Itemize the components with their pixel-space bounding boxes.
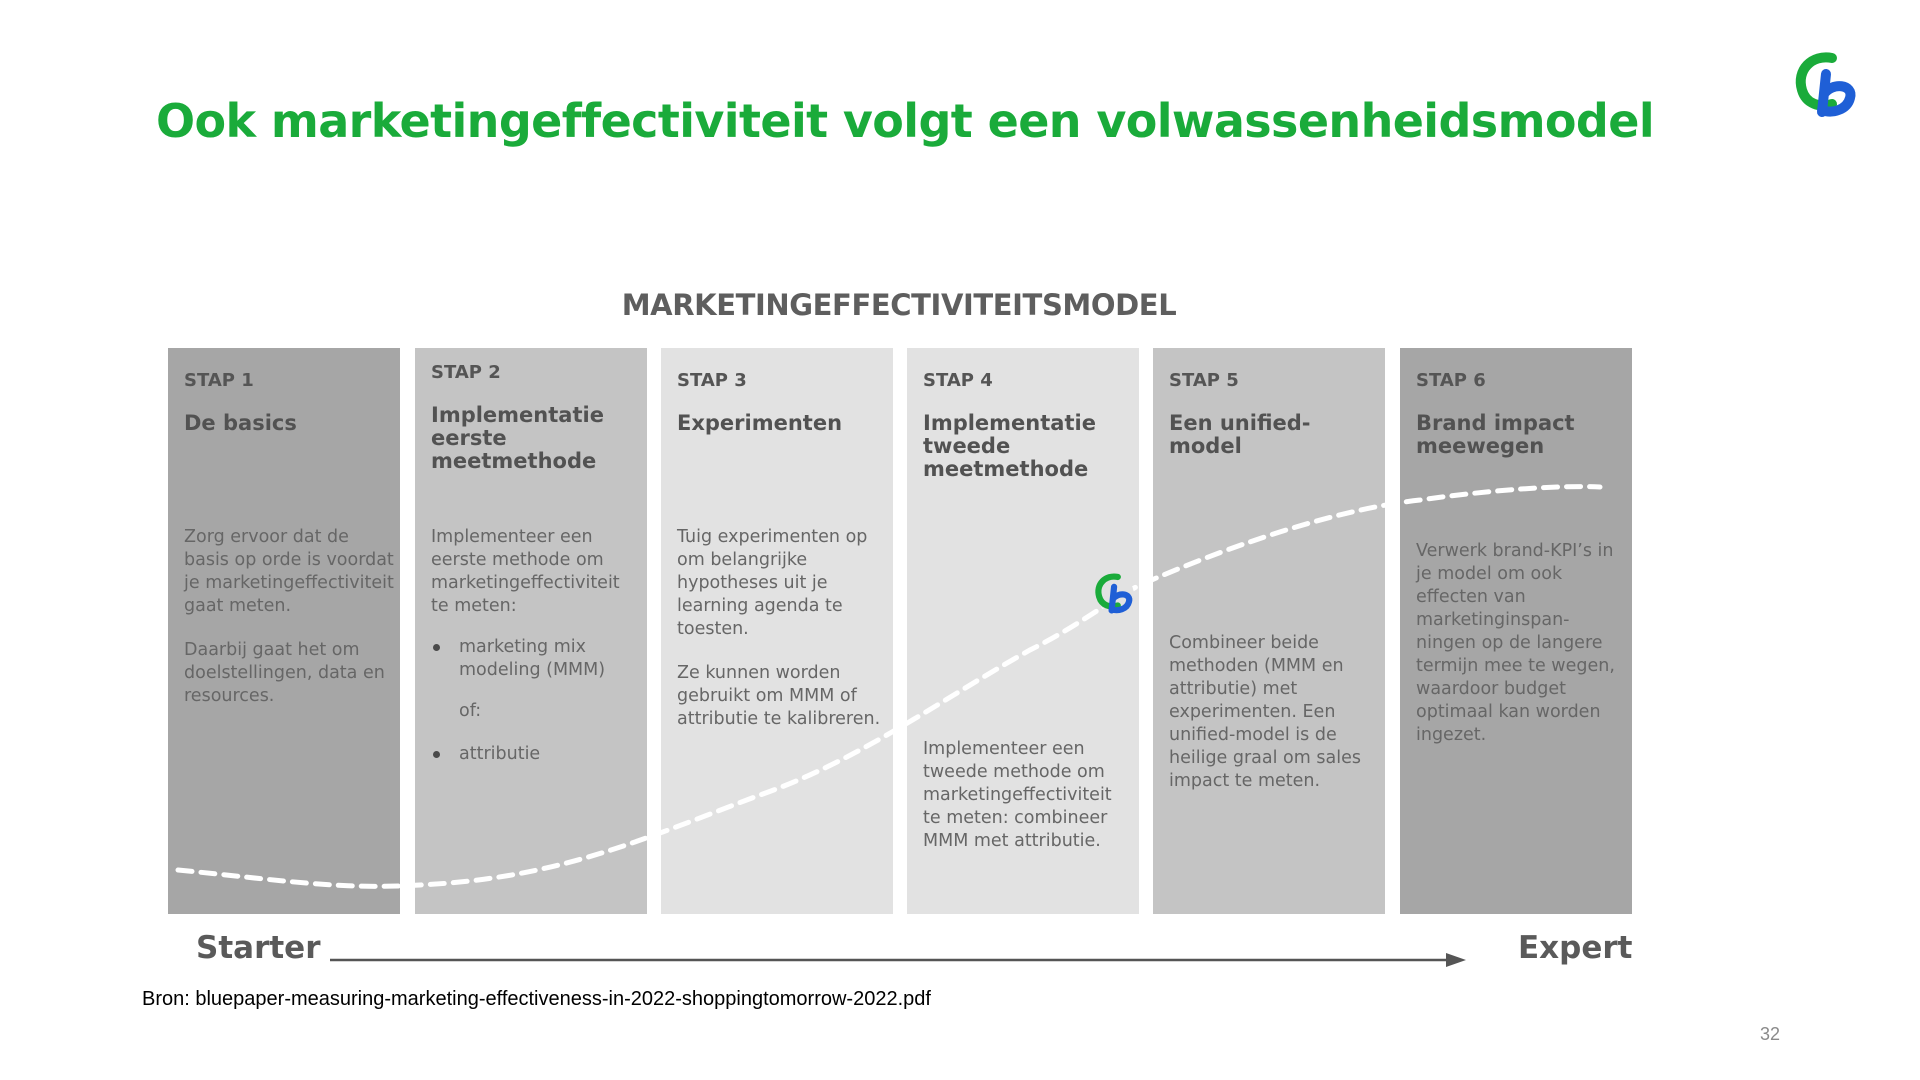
method-list: marketing mix modeling (MMM) [431, 636, 641, 682]
step-label: STAP 4 [923, 370, 993, 391]
slide-title: Ook marketingeffectiviteit volgt een vol… [156, 94, 1655, 148]
scale-start-label: Starter [196, 930, 321, 966]
step-paragraph: Zorg ervoor dat de basis op orde is voor… [184, 527, 394, 616]
step-description: Zorg ervoor dat de basis op orde is voor… [184, 526, 394, 729]
progression-arrow-icon [330, 953, 1466, 967]
step-title: De basics [184, 411, 297, 435]
step-description: Implementeer een eerste methode om marke… [431, 526, 641, 788]
step-paragraph: Implementeer een tweede methode om marke… [923, 739, 1112, 851]
step-title: Een unified-model [1169, 411, 1311, 458]
step-paragraph: Tuig experimenten op om belangrijke hypo… [677, 527, 868, 639]
step-label: STAP 5 [1169, 370, 1239, 391]
step-label: STAP 6 [1416, 370, 1486, 391]
step-title: Implementatie tweede meetmethode [923, 411, 1096, 481]
step-description: Tuig experimenten op om belangrijke hypo… [677, 526, 887, 752]
connector-text: of: [459, 701, 482, 721]
step-column-4: STAP 4 Implementatie tweede meetmethode … [907, 348, 1139, 914]
step-column-1: STAP 1 De basics Zorg ervoor dat de basi… [168, 348, 400, 914]
scale-end-label: Expert [1518, 930, 1633, 966]
step-title: Experimenten [677, 411, 843, 435]
step-label: STAP 3 [677, 370, 747, 391]
step-title: Implementatie eerste meetmethode [431, 403, 604, 473]
step-description: Verwerk brand-KPI’s in je model om ook e… [1416, 540, 1626, 768]
step-column-6: STAP 6 Brand impact meewegen Verwerk bra… [1400, 348, 1632, 914]
logo-blue-b [1817, 69, 1856, 117]
company-logo-icon [1795, 52, 1856, 117]
diagram-title: MARKETINGEFFECTIVITEITSMODEL [621, 288, 1177, 322]
step-label: STAP 1 [184, 370, 254, 391]
step-title: Brand impact meewegen [1416, 411, 1575, 458]
source-citation: Bron: bluepaper-measuring-marketing-effe… [142, 988, 931, 1010]
step-paragraph: Combineer beide methoden (MMM en attribu… [1169, 633, 1361, 791]
step-column-5: STAP 5 Een unified-model Combineer beide… [1153, 348, 1385, 914]
method-item-mmm: marketing mix modeling (MMM) [431, 636, 641, 682]
step-paragraph: Verwerk brand-KPI’s in je model om ook e… [1416, 541, 1615, 745]
step-intro: Implementeer een eerste methode om marke… [431, 527, 620, 616]
method-item-attributie: attributie [431, 743, 641, 766]
method-list-2: attributie [431, 743, 641, 766]
step-description: Implementeer een tweede methode om marke… [923, 738, 1133, 874]
page-number: 32 [1759, 1024, 1780, 1044]
step-paragraph: Ze kunnen worden gebruikt om MMM of attr… [677, 663, 881, 729]
step-description: Combineer beide methoden (MMM en attribu… [1169, 632, 1379, 814]
step-column-3: STAP 3 Experimenten Tuig experimenten op… [661, 348, 893, 914]
step-column-2: STAP 2 Implementatie eerste meetmethode … [415, 348, 647, 914]
step-paragraph: Daarbij gaat het om doelstellingen, data… [184, 640, 385, 706]
step-label: STAP 2 [431, 362, 501, 383]
